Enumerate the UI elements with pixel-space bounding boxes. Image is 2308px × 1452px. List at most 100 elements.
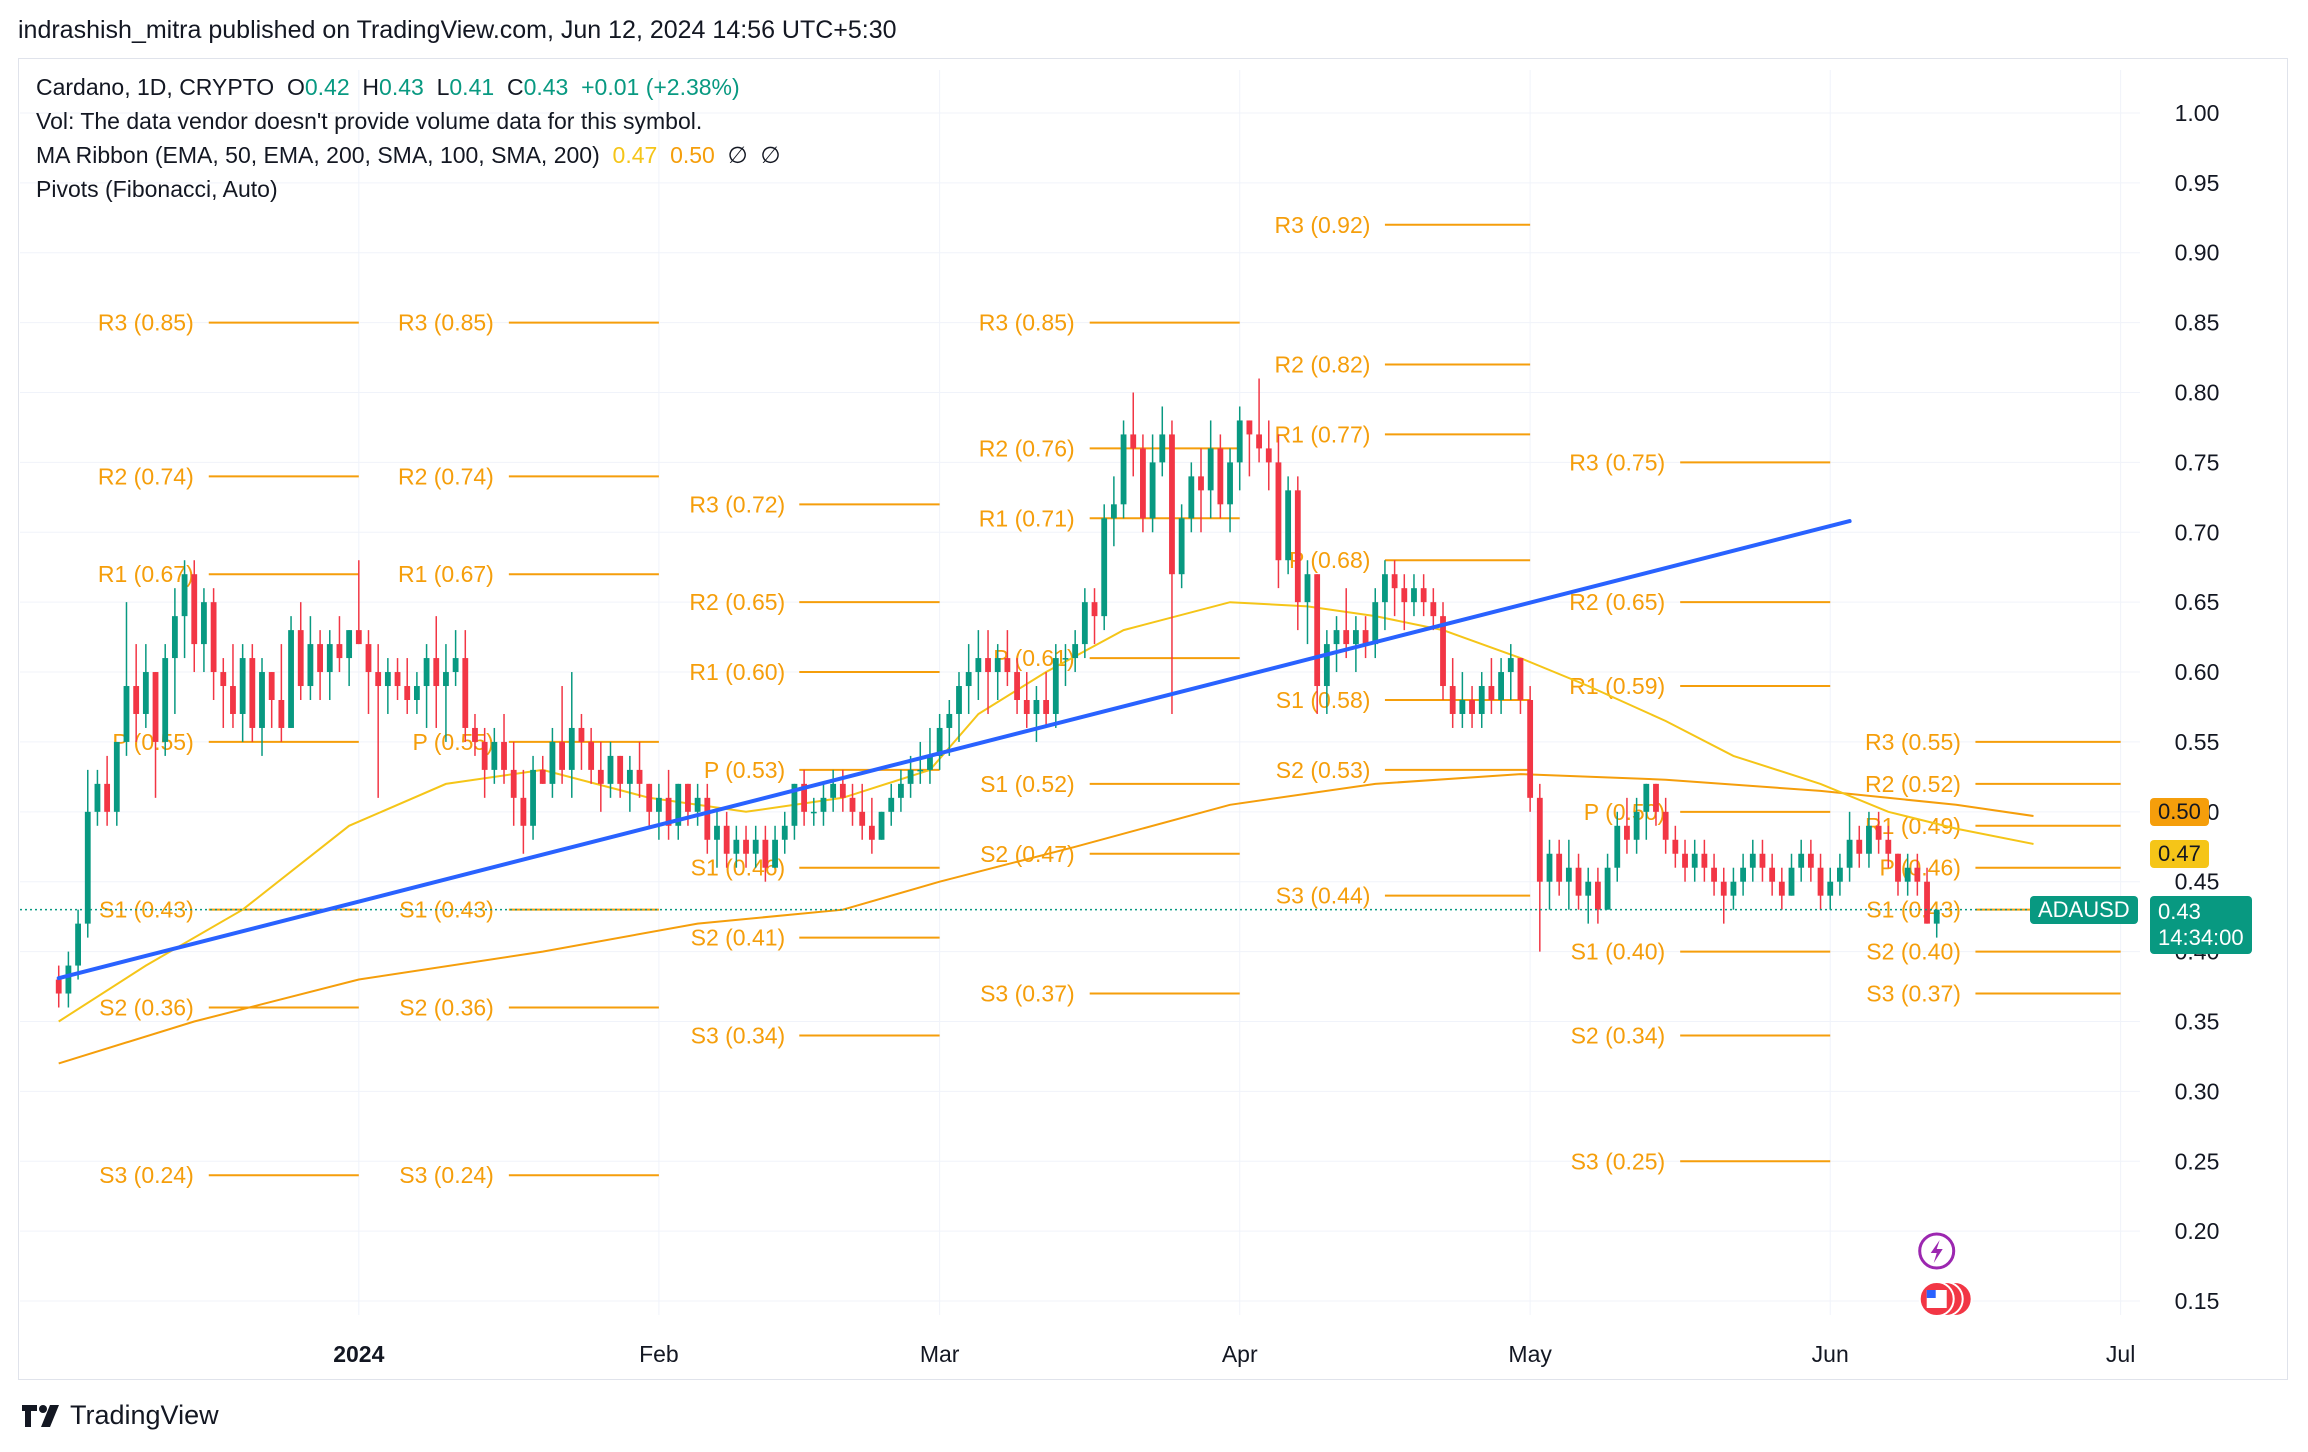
candle-body	[171, 616, 178, 659]
candle-body	[520, 797, 527, 826]
candle-body	[336, 644, 343, 659]
ma-ribbon-row[interactable]: MA Ribbon (EMA, 50, EMA, 200, SMA, 100, …	[36, 138, 781, 172]
candle-body	[113, 741, 120, 812]
candle-body	[597, 769, 604, 784]
candle-body	[268, 672, 275, 700]
pivot-label: R2 (0.82)	[1275, 352, 1371, 378]
candle-body	[946, 713, 953, 728]
pivot-label: S2 (0.36)	[399, 995, 494, 1021]
candle-body	[1014, 672, 1020, 700]
pivot-label: R3 (0.85)	[98, 310, 194, 336]
pivot-label: R3 (0.92)	[1275, 212, 1371, 238]
candle-body	[994, 658, 1001, 673]
candle-body	[104, 783, 111, 812]
ohlc-row: Cardano, 1D, CRYPTO O0.42 H0.43 L0.41 C0…	[36, 70, 781, 104]
candle-body	[1198, 476, 1204, 491]
pivot-label: S2 (0.47)	[980, 841, 1075, 867]
chart-legend: Cardano, 1D, CRYPTO O0.42 H0.43 L0.41 C0…	[36, 70, 781, 206]
grid-lines	[20, 70, 2140, 1315]
tradingview-logo-icon[interactable]	[22, 1403, 62, 1429]
ma-value-1: 0.47	[612, 142, 658, 168]
pivot-label: S3 (0.37)	[1866, 981, 1961, 1007]
candle-body	[1924, 881, 1930, 924]
candle-body	[888, 797, 895, 812]
candle-body	[1507, 658, 1514, 673]
candle-body	[1817, 867, 1824, 896]
candle-body	[1004, 658, 1011, 673]
volume-row[interactable]: Vol: The data vendor doesn't provide vol…	[36, 108, 703, 134]
x-tick-label: Feb	[639, 1341, 679, 1367]
candle-body	[549, 741, 556, 784]
candle-body	[1711, 867, 1717, 882]
pivot-label: S3 (0.25)	[1571, 1148, 1666, 1174]
candle-body	[646, 783, 653, 812]
y-tick-label: 0.90	[2175, 240, 2220, 266]
candle-body	[1110, 504, 1117, 519]
pivot-label: P (0.55)	[412, 729, 493, 755]
candle-body	[1207, 448, 1214, 491]
brand-name[interactable]: TradingView	[70, 1400, 219, 1430]
ma-na-1: ∅	[727, 142, 748, 168]
candle-body	[1236, 420, 1243, 463]
candle-body	[1614, 825, 1621, 868]
candle-body	[1643, 783, 1650, 812]
pivot-label: R2 (0.74)	[98, 463, 194, 489]
candle-body	[1314, 574, 1321, 687]
y-tick-label: 0.35	[2175, 1008, 2220, 1034]
pivot-label: S2 (0.36)	[99, 995, 194, 1021]
candle-body	[714, 825, 720, 840]
candle-body	[1556, 853, 1563, 882]
symbol-title[interactable]: Cardano, 1D, CRYPTO	[36, 74, 275, 100]
pivot-label: S2 (0.34)	[1571, 1022, 1666, 1048]
candle-body	[404, 686, 411, 700]
candle-body	[1304, 574, 1311, 603]
candle-body	[278, 700, 285, 728]
candle-body	[1052, 658, 1059, 714]
candle-body	[355, 630, 362, 645]
candle-body	[607, 755, 614, 784]
candle-body	[781, 825, 788, 840]
candle-body	[230, 686, 236, 714]
candle-body	[917, 769, 924, 772]
candle-body	[133, 686, 140, 714]
candle-body	[317, 644, 323, 673]
candle-body	[481, 741, 488, 770]
candle-body	[1653, 783, 1659, 812]
open-label: O	[286, 74, 305, 100]
candle-body	[1459, 700, 1466, 714]
candle-body	[665, 797, 672, 826]
candle-body	[830, 783, 837, 798]
candle-body	[1449, 686, 1456, 714]
pivots-row[interactable]: Pivots (Fibonacci, Auto)	[36, 176, 278, 202]
candle-body	[501, 741, 507, 770]
candle-body	[1043, 700, 1050, 714]
candle-body	[1343, 630, 1350, 645]
pivot-label: S3 (0.37)	[980, 981, 1075, 1007]
pivot-label: R2 (0.76)	[979, 435, 1075, 461]
open-value: 0.42	[304, 74, 350, 100]
symbol-price-label: ADAUSD	[2030, 895, 2138, 924]
candle-body	[1488, 686, 1495, 700]
candle-body	[859, 811, 866, 826]
close-value: 0.43	[523, 74, 569, 100]
candle-body	[210, 602, 217, 673]
candle-body	[1333, 630, 1340, 645]
us-flag-canton-icon	[1926, 1290, 1936, 1298]
candle-body	[472, 727, 478, 742]
candle-body	[1624, 825, 1630, 840]
candle-body	[75, 923, 81, 966]
candle-body	[123, 686, 130, 742]
pivot-label: S2 (0.53)	[1276, 757, 1371, 783]
candle-body	[1227, 462, 1233, 505]
candle-body	[694, 797, 701, 812]
candle-body	[1130, 434, 1137, 449]
candle-body	[462, 658, 469, 728]
candle-body	[1285, 490, 1292, 561]
candle-body	[636, 769, 643, 784]
trendline-segment	[56, 519, 1852, 981]
candle-body	[868, 825, 875, 840]
candle-body	[1866, 825, 1872, 854]
candle-body	[1604, 867, 1611, 910]
candles	[20, 378, 2140, 1008]
